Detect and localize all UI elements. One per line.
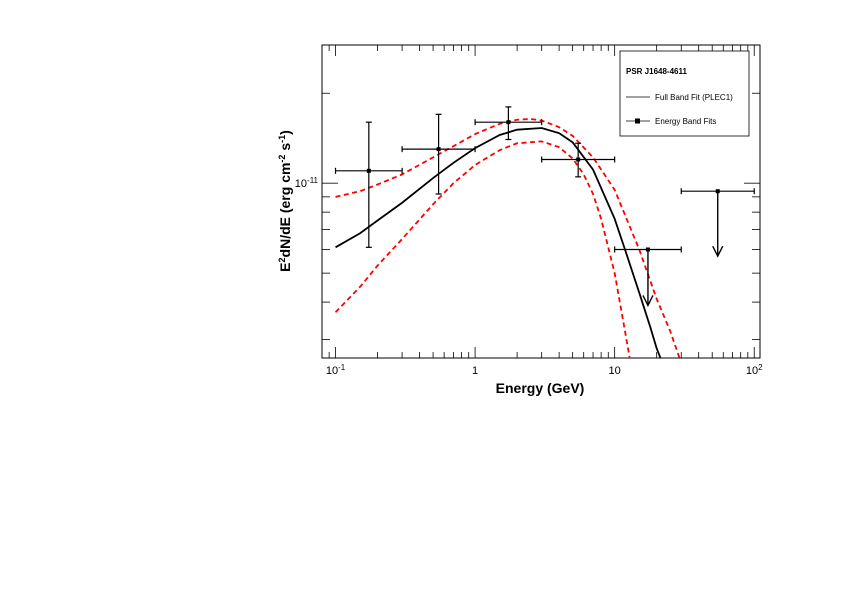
upper-limit-arrow-head <box>712 245 724 258</box>
legend-title: PSR J1648-4611 <box>626 67 687 76</box>
legend-entry-full-band-fit: Full Band Fit (PLEC1) <box>655 93 733 102</box>
fit-uncertainty-band <box>335 118 681 358</box>
full-band-fit-line <box>335 127 662 358</box>
data-point <box>541 142 616 178</box>
point-marker <box>436 147 441 152</box>
plot-area <box>321 44 761 359</box>
axis-ticks <box>321 45 760 358</box>
data-point <box>334 121 403 248</box>
point-marker <box>366 168 371 173</box>
legend-entry-energy-band-fits: Energy Band Fits <box>655 117 716 126</box>
point-marker <box>715 189 720 194</box>
point-marker <box>645 247 650 252</box>
x-axis-title: Energy (GeV) <box>496 380 585 396</box>
legend-box <box>619 50 750 137</box>
legend: PSR J1648-4611 Full Band Fit (PLEC1) Ene… <box>619 50 750 137</box>
y-axis-title: E2dN/dE (erg cm-2 s-1) <box>277 130 293 272</box>
point-marker <box>576 157 581 162</box>
data-point <box>401 113 476 195</box>
upper-limit <box>614 246 682 307</box>
data-point <box>474 106 543 141</box>
legend-marker-swatch <box>635 118 640 124</box>
series-layer <box>334 118 681 358</box>
x-tick-label: 1 <box>472 365 478 377</box>
plot-frame <box>321 44 761 359</box>
x-tick-label: 10 <box>609 365 621 377</box>
upper-limit-arrow-head <box>642 295 654 307</box>
upper-limit <box>680 188 755 258</box>
point-marker <box>506 120 511 125</box>
markers-layer <box>334 106 755 307</box>
